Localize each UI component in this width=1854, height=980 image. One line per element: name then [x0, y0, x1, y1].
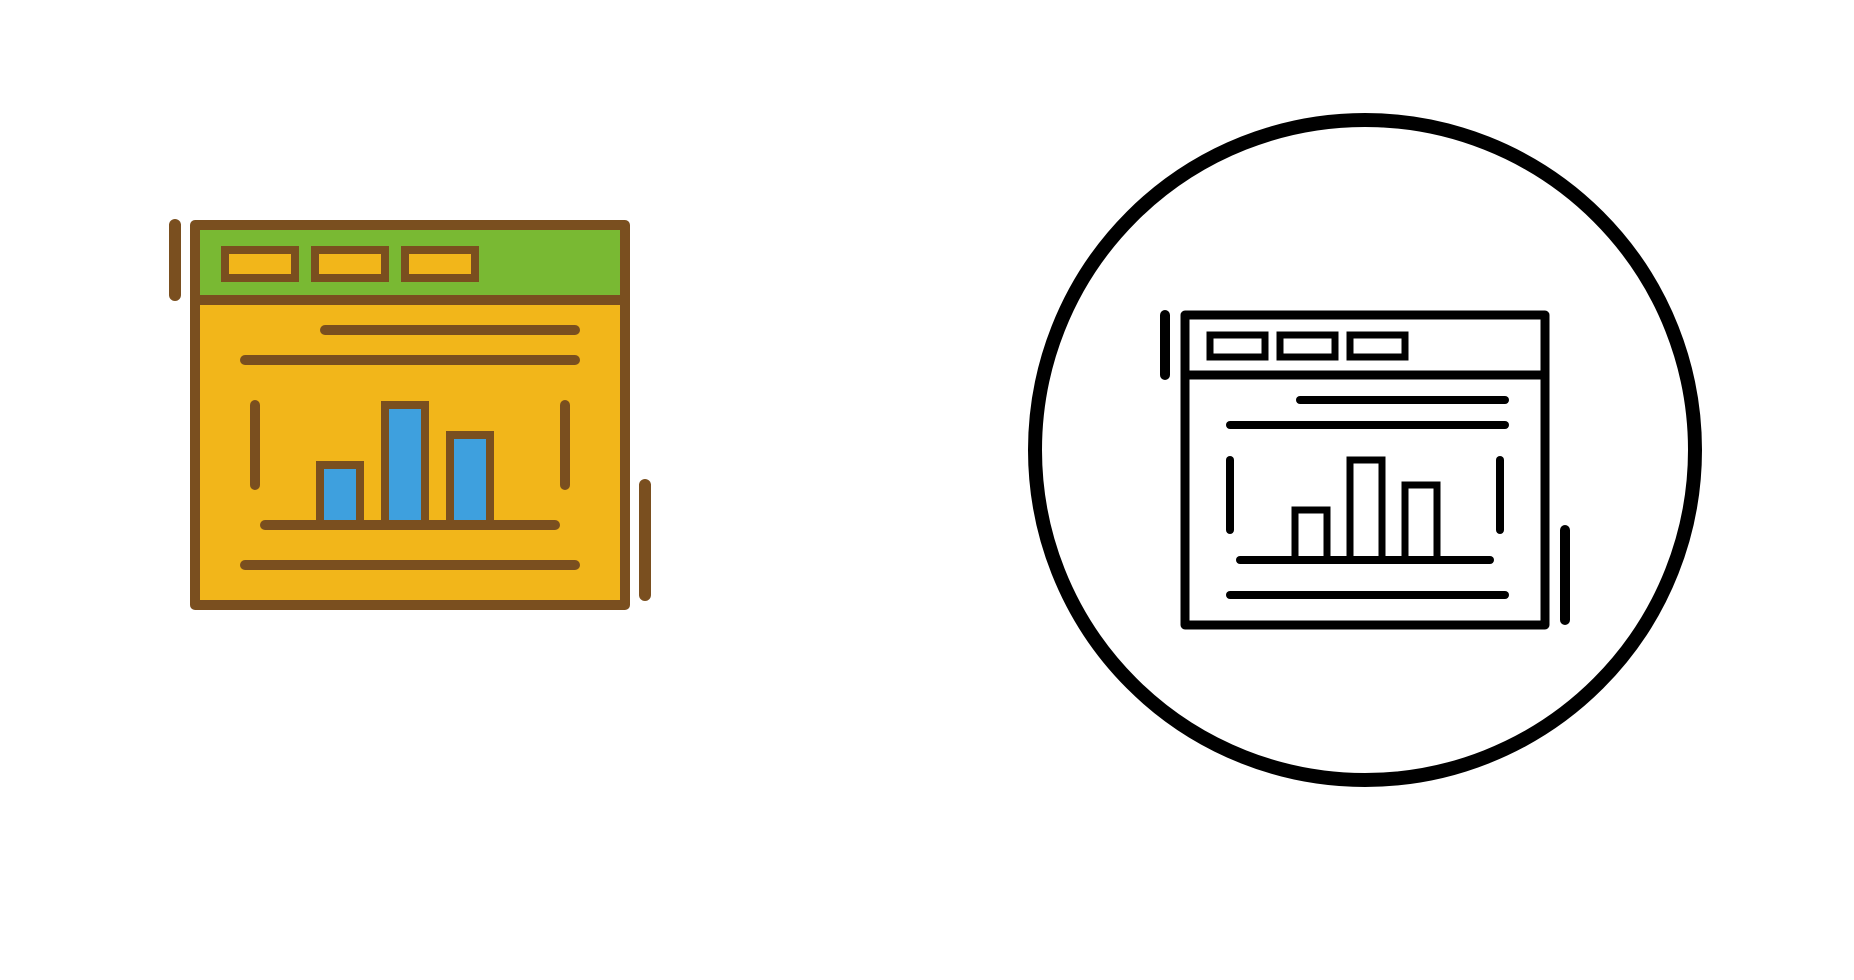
chart-bar-3	[1405, 485, 1437, 560]
header-tab-1	[1210, 335, 1265, 357]
chart-bar-2	[385, 405, 425, 525]
circle-frame	[1035, 120, 1695, 780]
header-tab-2	[315, 250, 385, 278]
icon-canvas	[0, 0, 1854, 980]
header-tab-1	[225, 250, 295, 278]
chart-bar-1	[320, 465, 360, 525]
chart-bar-1	[1295, 510, 1327, 560]
header-tab-3	[1350, 335, 1405, 357]
chart-bar-3	[450, 435, 490, 525]
header-tab-3	[405, 250, 475, 278]
analytics-window-icon-colored	[175, 225, 645, 605]
header-tab-2	[1280, 335, 1335, 357]
chart-bar-2	[1350, 460, 1382, 560]
window-border	[1185, 315, 1545, 625]
analytics-window-icon-outline	[1035, 120, 1695, 780]
